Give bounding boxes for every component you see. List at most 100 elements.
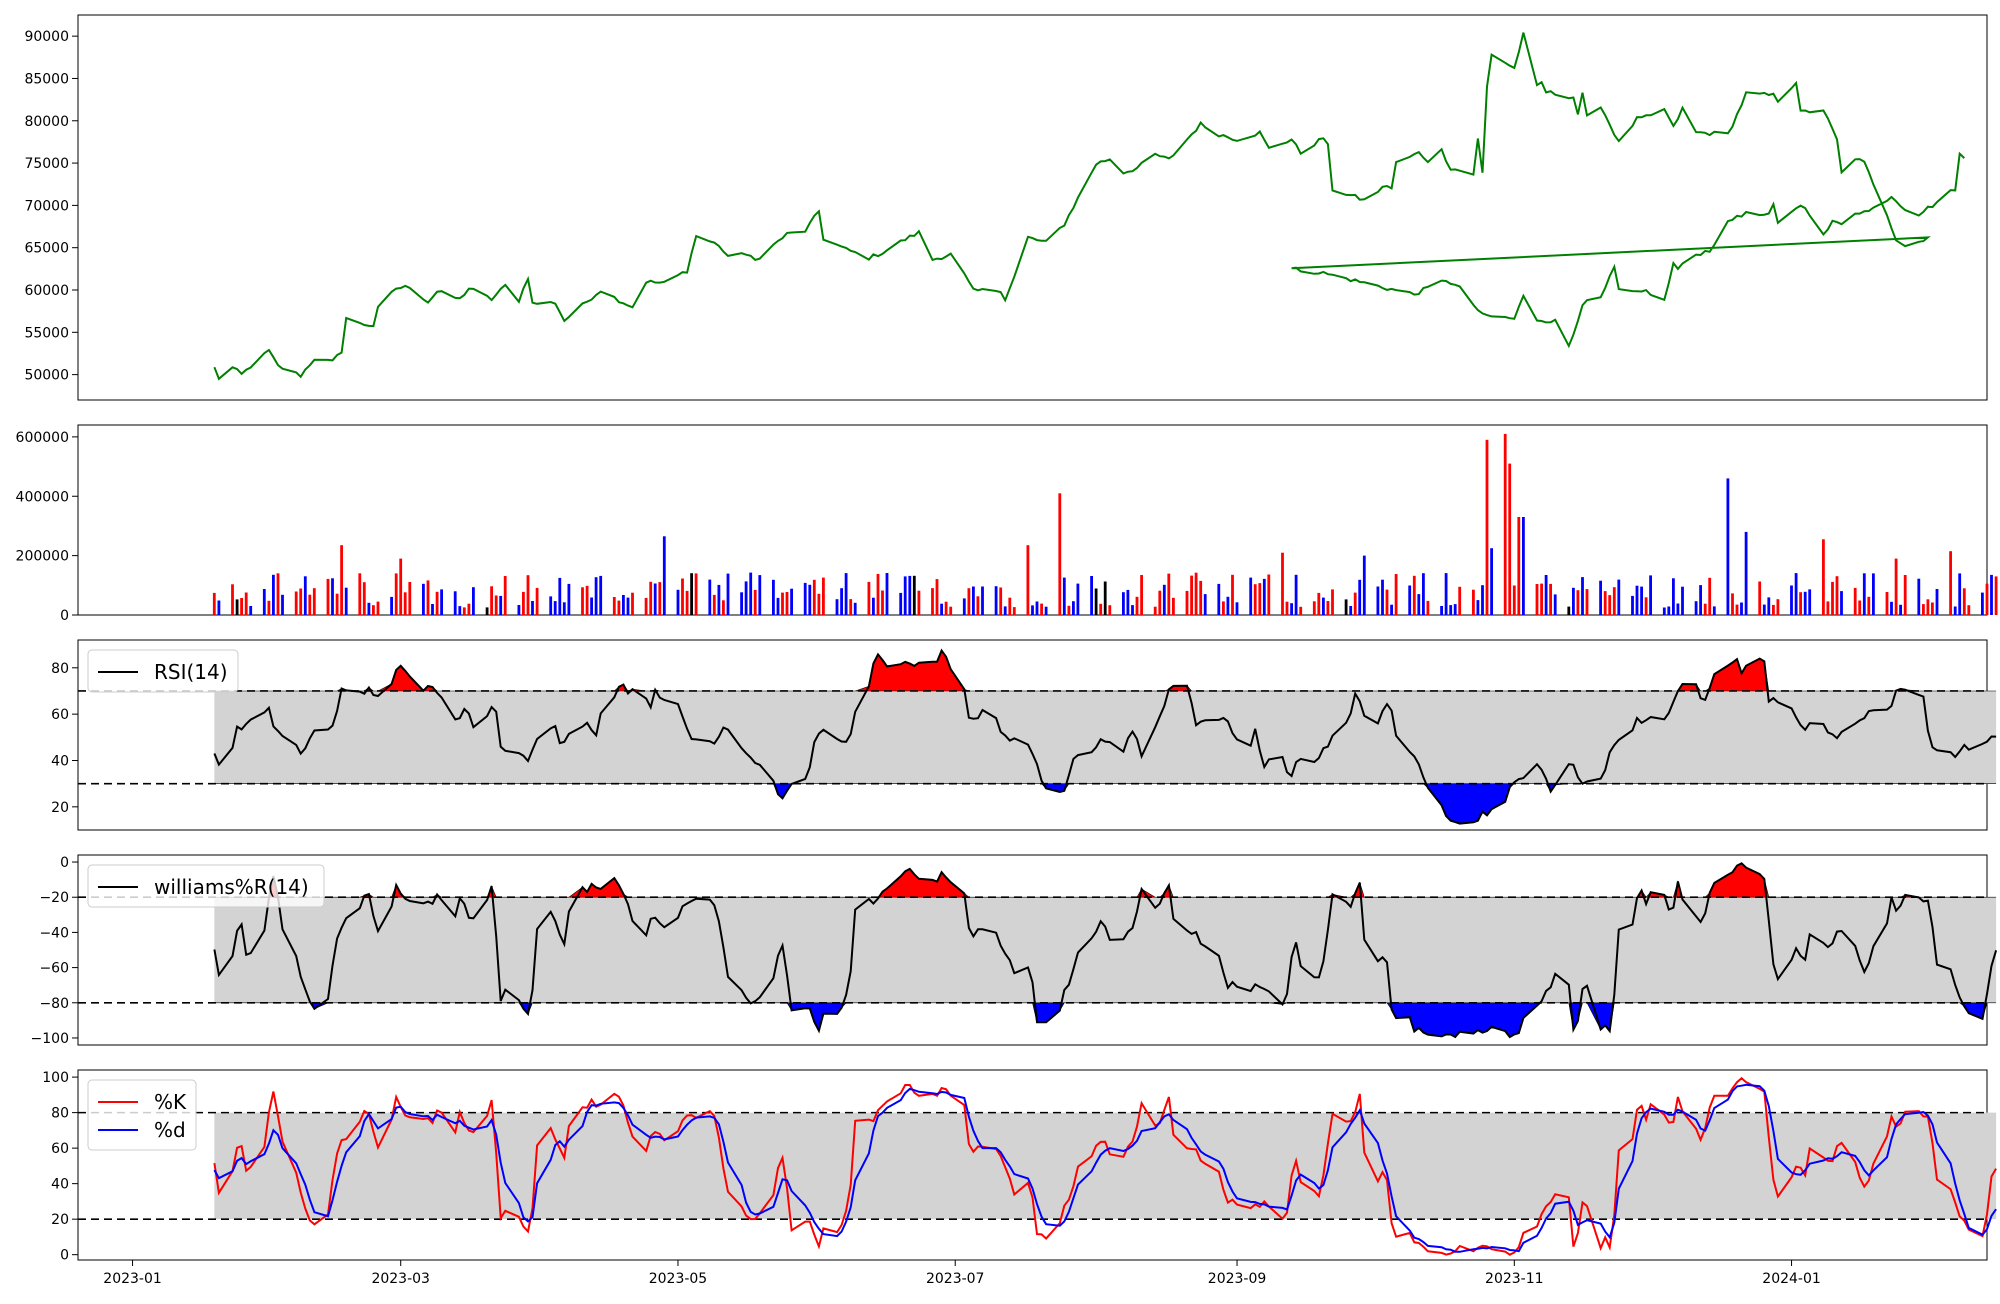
volume-bar (485, 607, 489, 615)
volume-bar (1740, 602, 1743, 615)
price-panel-ytick-label: 70000 (24, 198, 69, 214)
volume-bar (1262, 578, 1266, 615)
rsi-panel-line-0 (213, 648, 1997, 825)
volume-bar (326, 578, 330, 615)
volume-bar (1985, 583, 1989, 615)
volume-bar (1426, 600, 1430, 615)
volume-bar (499, 595, 503, 615)
volume-bar (1872, 573, 1875, 615)
volume-bar (1226, 596, 1230, 615)
volume-bar (1444, 573, 1448, 615)
volume-bar (1485, 439, 1489, 615)
volume-bar (885, 573, 889, 615)
volume-bar (962, 598, 966, 615)
volume-bar (1140, 575, 1143, 615)
volume-bar (553, 601, 557, 615)
volume-bar (1035, 601, 1039, 615)
volume-bar (1440, 606, 1443, 615)
stochastic-panel-line-0 (213, 1076, 1997, 1256)
price-panel-ytick-label: 75000 (24, 156, 69, 172)
volume-bar (1567, 606, 1571, 615)
volume-bar (790, 588, 793, 615)
volume-bar (1458, 586, 1462, 615)
volume-bar (1422, 573, 1425, 615)
volume-bar (1517, 517, 1521, 615)
volume-bar (631, 592, 634, 615)
volume-bar (1099, 603, 1103, 615)
volume-bar (1153, 606, 1157, 615)
volume-bar (817, 593, 821, 615)
volume-bar (1840, 591, 1843, 615)
volume-bar (276, 573, 280, 615)
volume-bar (1553, 594, 1557, 615)
volume-panel-ytick-label: 200000 (16, 549, 69, 565)
volume-bar (722, 600, 725, 615)
volume-bar (1762, 604, 1766, 615)
volume-bar (949, 606, 953, 615)
volume-bar (1290, 603, 1293, 615)
volume-bar (1131, 605, 1134, 615)
volume-bar (303, 576, 307, 615)
volume-bar (1867, 596, 1871, 615)
volume-bar (1294, 574, 1298, 615)
volume-bar (1040, 603, 1043, 615)
volume-bar (1072, 601, 1075, 615)
volume-bar (403, 592, 407, 615)
volume-bar (1917, 578, 1921, 615)
volume-bar (262, 589, 266, 615)
rsi-legend-label: RSI(14) (154, 660, 228, 684)
volume-bar (1994, 576, 1998, 615)
price-panel-ytick-label: 90000 (24, 29, 69, 45)
volume-bar (331, 578, 334, 615)
volume-bar (312, 588, 316, 615)
volume-bar (1394, 574, 1398, 615)
volume-bar (1412, 575, 1416, 615)
williams-panel-oversold-fill (214, 1002, 1997, 1038)
volume-bar (1826, 601, 1830, 615)
volume-bar (749, 572, 753, 615)
volume-bar (1799, 592, 1802, 615)
rsi-panel-ytick-label: 40 (51, 753, 69, 769)
volume-bar (1731, 593, 1734, 615)
volume-bar (681, 578, 684, 615)
volume-bar (1194, 572, 1198, 615)
volume-bar (1640, 586, 1643, 615)
volume-bar (1931, 602, 1934, 615)
price-panel-frame (77, 14, 1988, 401)
volume-bar (422, 583, 425, 615)
williams-panel-ytick-label: −100 (31, 1031, 69, 1047)
volume-bar (1490, 548, 1493, 615)
volume-bar (653, 583, 657, 615)
volume-bar (908, 575, 912, 615)
volume-bar (1922, 604, 1925, 615)
volume-bar (1126, 589, 1130, 615)
williams-panel-ytick-label: −80 (39, 996, 69, 1012)
rsi-legend-box (87, 649, 239, 693)
volume-bar (335, 593, 339, 615)
volume-bar (758, 575, 762, 615)
volume-bar (1476, 600, 1480, 615)
volume-bar (717, 584, 721, 615)
volume-bar (1603, 591, 1607, 615)
volume-bar (1667, 606, 1671, 615)
volume-panel-ytick-label: 0 (60, 608, 69, 624)
volume-bar (1026, 545, 1030, 615)
volume-bar (299, 588, 303, 615)
volume-bar (626, 597, 630, 615)
volume-bar (522, 591, 525, 615)
williams-panel-line-0 (213, 862, 1998, 1039)
volume-bar (976, 596, 980, 615)
volume-bar (1067, 605, 1071, 615)
volume-bar (1744, 531, 1748, 615)
volume-bar (867, 581, 871, 615)
volume-bar (1540, 583, 1543, 615)
volume-bar (1326, 601, 1330, 615)
volume-bar (1776, 599, 1780, 615)
volume-bar (1676, 603, 1680, 615)
volume-bar (1381, 579, 1384, 615)
volume-bar (212, 592, 216, 615)
volume-bar (367, 602, 371, 615)
rsi-panel-ytick-label: 60 (51, 707, 69, 723)
volume-bar (1585, 589, 1589, 615)
volume-bar (1408, 585, 1412, 615)
